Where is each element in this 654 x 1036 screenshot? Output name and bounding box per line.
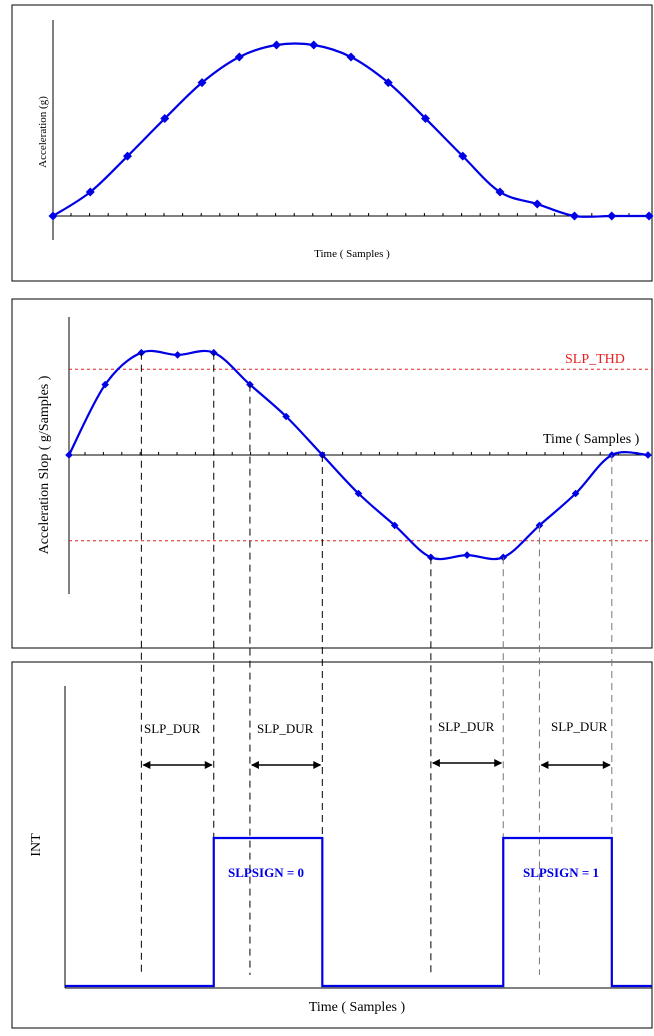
acceleration-point-14 <box>570 211 579 221</box>
panel2-x-label: Time ( Samples ) <box>543 432 640 447</box>
slp-dur-label-3: SLP_DUR <box>438 719 495 734</box>
slp-thd-label: SLP_THD <box>565 352 625 367</box>
slpsign-0-label: SLPSIGN = 0 <box>228 865 304 880</box>
panel2-y-label: Acceleration Slop ( g/Samples ) <box>37 375 52 554</box>
int-signal-line <box>65 836 652 988</box>
panel3-y-label: INT <box>29 833 44 857</box>
acceleration-point-13 <box>532 199 542 209</box>
panel2-frame <box>11 298 653 649</box>
panel3-x-label: Time ( Samples ) <box>309 1000 406 1015</box>
slope-point-5 <box>246 380 254 389</box>
acceleration-chart: Acceleration (g) Time ( Samples ) <box>37 20 654 260</box>
slope-point-9 <box>390 521 399 530</box>
panel3-frame <box>11 661 653 1029</box>
slope-point-11 <box>463 551 471 559</box>
acceleration-point-7 <box>309 40 319 50</box>
slp-dur-arrowhead-left-1 <box>142 761 151 769</box>
slope-point-3 <box>173 351 182 359</box>
slp-dur-label-2: SLP_DUR <box>257 721 314 736</box>
acceleration-point-16 <box>644 211 654 221</box>
slp-dur-arrowhead-right-2 <box>313 761 322 769</box>
acceleration-point-1 <box>85 187 95 197</box>
panel1-y-label: Acceleration (g) <box>37 96 49 168</box>
slpsign-1-label: SLPSIGN = 1 <box>523 865 599 880</box>
slope-point-14 <box>571 489 580 498</box>
acceleration-point-2 <box>123 151 132 161</box>
acceleration-point-4 <box>197 78 207 88</box>
slp-dur-arrowhead-right-4 <box>602 761 611 769</box>
slope-point-0 <box>65 451 73 459</box>
slp-dur-arrowhead-left-4 <box>540 761 549 769</box>
slope-point-1 <box>101 380 109 389</box>
slp-dur-arrowhead-right-1 <box>204 761 213 769</box>
slp-dur-arrowhead-left-2 <box>250 761 259 769</box>
acceleration-point-8 <box>346 52 356 62</box>
slope-point-16 <box>644 451 652 459</box>
acceleration-point-6 <box>272 40 281 50</box>
slp-dur-label-1: SLP_DUR <box>144 721 201 736</box>
acceleration-point-5 <box>234 52 244 62</box>
acceleration-point-11 <box>458 151 468 161</box>
acceleration-point-9 <box>383 78 393 88</box>
acceleration-point-10 <box>421 114 430 124</box>
slope-point-6 <box>282 412 290 421</box>
acceleration-point-12 <box>495 187 505 197</box>
panel1-x-label: Time ( Samples ) <box>314 248 390 260</box>
acceleration-point-0 <box>48 211 58 221</box>
panel1-frame <box>11 4 653 282</box>
acceleration-point-15 <box>607 211 617 221</box>
slp-dur-arrowhead-left-3 <box>431 759 440 767</box>
slope-chart: SLP_THD Acceleration Slop ( g/Samples ) … <box>37 317 652 594</box>
slope-point-8 <box>354 489 363 498</box>
slp-dur-label-4: SLP_DUR <box>551 719 608 734</box>
interrupt-chart: SLPSIGN = 0 SLPSIGN = 1 INT Time ( Sampl… <box>29 686 652 1015</box>
acceleration-point-3 <box>160 114 170 124</box>
slp-dur-arrowhead-right-3 <box>494 759 503 767</box>
